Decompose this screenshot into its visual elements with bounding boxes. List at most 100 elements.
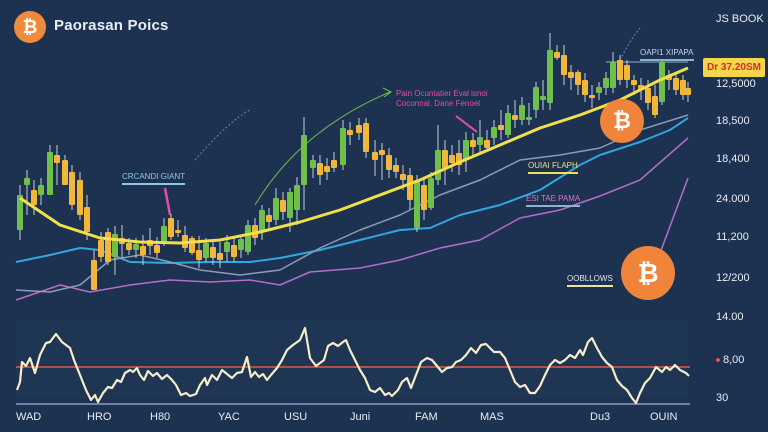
arrow-head-icon bbox=[382, 87, 392, 98]
candlestick bbox=[379, 143, 385, 180]
candlestick bbox=[568, 65, 574, 90]
annotation-lower: OOBLLOWS bbox=[567, 274, 613, 287]
x-axis-label: OUIN bbox=[650, 411, 678, 423]
oscillator bbox=[15, 326, 690, 405]
candlestick bbox=[17, 185, 23, 240]
dotted-trendline-right bbox=[619, 27, 641, 61]
candlestick bbox=[589, 85, 595, 108]
candlestick bbox=[175, 220, 181, 237]
candlestick bbox=[561, 45, 567, 85]
candlestick bbox=[673, 72, 679, 95]
annotation-pink-line1: Pain Ocuntatier Eval isnoi bbox=[396, 89, 488, 98]
pink-marker bbox=[163, 187, 172, 216]
candlestick bbox=[317, 155, 323, 185]
candlestick bbox=[310, 155, 316, 178]
candlestick bbox=[24, 170, 30, 215]
candlestick bbox=[62, 155, 68, 185]
candlestick bbox=[301, 117, 307, 210]
candlestick bbox=[69, 165, 75, 210]
x-axis-label: FAM bbox=[415, 411, 438, 423]
candlestick bbox=[77, 172, 83, 220]
candlestick bbox=[347, 122, 353, 145]
candlestick bbox=[484, 130, 490, 150]
candlestick bbox=[449, 145, 455, 172]
candlestick bbox=[266, 208, 272, 230]
x-axis-label: USU bbox=[284, 411, 308, 423]
candlestick bbox=[280, 192, 286, 220]
candlestick bbox=[547, 33, 553, 110]
annotation-top-right: OAPI1 XIPAPA bbox=[640, 48, 694, 61]
candlestick bbox=[356, 118, 362, 140]
candlestick bbox=[680, 75, 686, 100]
bitcoin-coin-icon-large: ₿ bbox=[621, 246, 675, 300]
candlestick bbox=[428, 172, 434, 210]
candlestick bbox=[491, 120, 497, 145]
bitcoin-coin-icon: ₿ bbox=[600, 99, 644, 143]
candlestick bbox=[659, 60, 665, 105]
candlestick bbox=[533, 82, 539, 118]
candlesticks bbox=[17, 33, 691, 290]
x-axis-label: HRO bbox=[87, 411, 112, 423]
candlestick bbox=[47, 145, 53, 195]
candlestick bbox=[617, 55, 623, 85]
candlestick bbox=[442, 140, 448, 185]
annotation-pink-line2: Coconnal. Dane Fenoel bbox=[396, 99, 481, 108]
candlestick bbox=[259, 205, 265, 240]
candlestick bbox=[582, 73, 588, 102]
x-axis-label: Juni bbox=[350, 411, 371, 423]
annotation-pink-note: Pain Ocuntatier Eval isnoi Coconnal. Dan… bbox=[396, 89, 488, 109]
x-axis-label: MAS bbox=[480, 411, 504, 423]
annotation-ma-1: OUIAI FLAPH bbox=[528, 161, 578, 174]
candlestick bbox=[217, 242, 223, 268]
y-axis-label: 18,400 bbox=[716, 153, 750, 165]
candlestick bbox=[168, 214, 174, 240]
dotted-trendline bbox=[194, 109, 251, 161]
annotation-crossover: CRCANDI GIANT bbox=[122, 172, 186, 185]
y-axis-label: 12/200 bbox=[716, 272, 750, 284]
candlestick bbox=[596, 82, 602, 100]
candlestick bbox=[540, 80, 546, 110]
candlestick bbox=[189, 236, 195, 255]
x-axis-label: Du3 bbox=[590, 411, 611, 423]
candlestick bbox=[519, 97, 525, 125]
candlestick bbox=[54, 145, 60, 185]
annotation-ma-2: ESI TAE PAMA bbox=[526, 194, 581, 207]
candlestick bbox=[231, 238, 237, 262]
y-axis-label: 12,5000 bbox=[716, 78, 756, 90]
ma-line-purple bbox=[15, 137, 689, 301]
y-axis-label: 11,200 bbox=[716, 231, 749, 243]
candlestick bbox=[526, 103, 532, 125]
oscillator-axis-label: 30 bbox=[716, 392, 729, 404]
x-axis-label: H80 bbox=[150, 411, 171, 423]
oscillator-panel bbox=[16, 320, 688, 398]
candlestick bbox=[340, 120, 346, 170]
candlestick bbox=[477, 120, 483, 152]
x-axis-label: YAC bbox=[218, 411, 240, 423]
y-axis-label: JS BOOK bbox=[716, 13, 764, 25]
candlestick bbox=[363, 118, 369, 158]
oscillator-line bbox=[15, 326, 690, 405]
y-axis-label: 18,500 bbox=[716, 115, 750, 127]
candlestick bbox=[652, 85, 658, 118]
x-axis-label: WAD bbox=[16, 411, 42, 423]
candlestick bbox=[386, 148, 392, 178]
candlestick bbox=[512, 100, 518, 128]
candlestick bbox=[210, 240, 216, 265]
candlestick bbox=[273, 188, 279, 225]
candlestick bbox=[414, 175, 420, 232]
candlestick bbox=[140, 235, 146, 265]
candlestick bbox=[331, 152, 337, 172]
candlestick bbox=[685, 82, 691, 102]
candlestick bbox=[505, 105, 511, 138]
green-trend-arrow bbox=[254, 91, 391, 206]
current-price-tag: Dr 37.20SM bbox=[703, 58, 765, 77]
red-marker-icon bbox=[716, 358, 720, 363]
candlestick bbox=[610, 52, 616, 93]
bitcoin-icon: ₿ bbox=[14, 11, 46, 43]
candlestick bbox=[393, 158, 399, 178]
candlestick bbox=[154, 237, 160, 258]
oscillator-axis-label: 8,00 bbox=[716, 354, 744, 366]
candlestick bbox=[38, 178, 44, 205]
candlestick bbox=[463, 132, 469, 172]
